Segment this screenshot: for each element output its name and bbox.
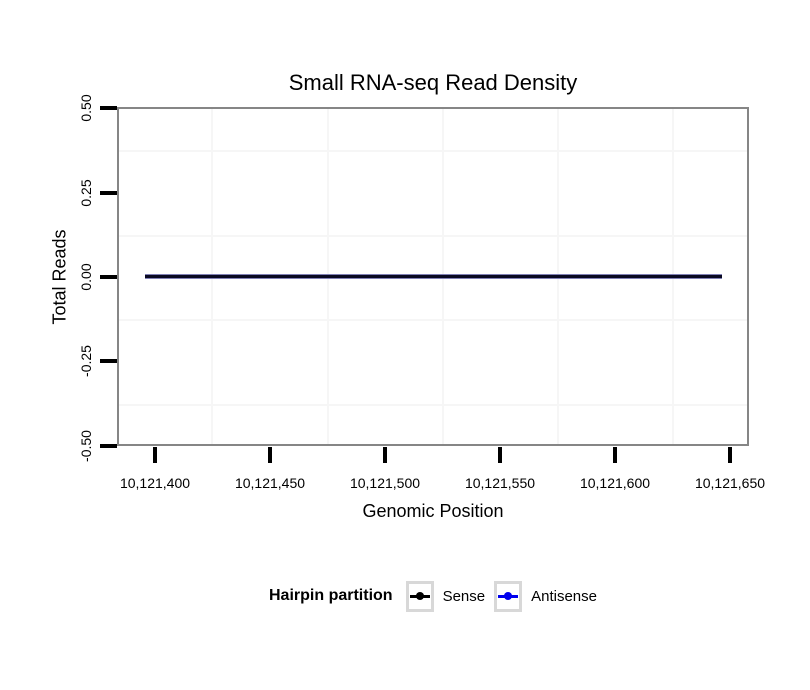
x-axis-tick xyxy=(613,447,617,463)
y-axis-tick xyxy=(100,275,117,279)
sense-line-dot-icon xyxy=(409,592,430,600)
x-tick-label: 10,121,450 xyxy=(234,475,306,491)
x-axis-tick xyxy=(383,447,387,463)
y-tick-label: -0.25 xyxy=(78,345,94,377)
x-axis-title: Genomic Position xyxy=(362,501,504,521)
minor-gridline-horizontal xyxy=(119,319,747,321)
sense-dot-icon xyxy=(415,592,424,600)
x-axis-tick xyxy=(268,447,272,463)
legend-label-sense: Sense xyxy=(442,587,486,605)
x-tick-label: 10,121,500 xyxy=(349,475,421,491)
legend-key-antisense xyxy=(494,580,523,612)
plot-panel xyxy=(117,107,749,446)
legend-title: Hairpin partition xyxy=(269,587,393,604)
x-tick-label: 10,121,600 xyxy=(579,475,651,491)
chart-title: Small RNA-seq Read Density xyxy=(288,70,578,95)
y-tick-label: 0.25 xyxy=(78,179,94,207)
y-axis-tick xyxy=(100,359,117,363)
x-axis-tick xyxy=(153,447,157,463)
legend-key-sense xyxy=(405,580,434,612)
y-axis-tick xyxy=(100,106,117,110)
x-axis-tick xyxy=(728,447,732,463)
x-axis-tick xyxy=(498,447,502,463)
y-tick-label: -0.50 xyxy=(78,430,94,462)
minor-gridline-horizontal xyxy=(119,150,747,152)
y-axis-tick xyxy=(100,191,117,195)
sense-antisense-overlap-line xyxy=(145,274,722,279)
legend: Hairpin partition Sense Antisense xyxy=(117,579,749,613)
y-tick-label: 0.00 xyxy=(78,263,94,291)
x-tick-label: 10,121,400 xyxy=(119,475,191,491)
minor-gridline-horizontal xyxy=(119,235,747,237)
x-tick-label: 10,121,550 xyxy=(464,475,536,491)
minor-gridline-horizontal xyxy=(119,404,747,406)
antisense-dot-icon xyxy=(504,592,513,600)
x-tick-label: 10,121,650 xyxy=(694,475,766,491)
antisense-line-dot-icon xyxy=(498,592,519,600)
y-tick-label: 0.50 xyxy=(78,94,94,122)
legend-label-antisense: Antisense xyxy=(531,587,597,605)
y-axis-tick xyxy=(100,444,117,448)
y-axis-title: Total Reads xyxy=(49,229,70,325)
